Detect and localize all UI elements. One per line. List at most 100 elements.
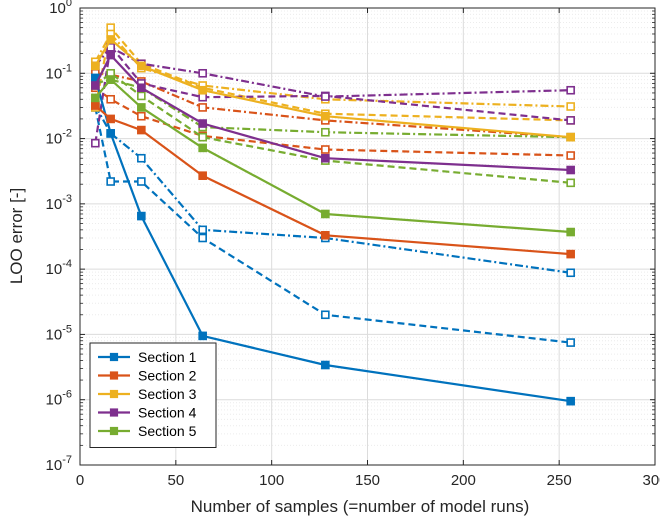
x-tick-label: 50	[167, 472, 184, 489]
legend-marker	[109, 408, 119, 417]
series-dashed-0-marker	[321, 310, 330, 320]
series-section-5-marker	[106, 75, 115, 84]
legend-label: Section 1	[138, 349, 197, 365]
y-tick-labels: 100 10-1 10-2 10-3 10-4 10-5 10-6 10-7	[46, 0, 72, 474]
series-section-2-marker	[137, 125, 146, 135]
series-dashed-0-line	[94, 107, 571, 344]
series-dashdot-1-marker	[566, 268, 575, 278]
series-section-3-marker	[106, 35, 115, 44]
series-dashdot-7-marker	[198, 68, 207, 78]
series-section-3-marker	[91, 61, 100, 71]
series-dashed-2-marker	[137, 111, 146, 121]
series-section-4-marker	[91, 81, 100, 90]
series-dashdot-7-marker	[566, 85, 575, 95]
series-section-2-marker	[321, 230, 330, 240]
series-section-2-marker	[91, 101, 100, 110]
legend-item: Section 3	[98, 386, 197, 402]
x-tick-labels: 0 50 100 150 200 250 300	[76, 472, 660, 489]
series-section-4-line	[94, 53, 571, 172]
series-dashed-2-marker	[106, 94, 115, 104]
x-tick-label: 100	[259, 472, 284, 489]
y-tick-label: 10-2	[46, 128, 72, 148]
series-dashdot-1-marker	[198, 225, 207, 235]
series-section-1-marker	[106, 129, 115, 138]
series-dashed-0-marker	[198, 233, 207, 243]
series-section-5-marker	[566, 227, 575, 237]
series-section-1-marker	[321, 360, 330, 370]
series-dashed-0-marker	[566, 338, 575, 347]
series-dashdot-1-line	[94, 105, 571, 274]
ticks-layer	[79, 7, 656, 466]
y-tick-label: 10-3	[46, 193, 72, 213]
series-section-4-marker	[106, 50, 115, 60]
series-section-3-line	[94, 38, 571, 139]
series-dashed-0	[91, 103, 575, 347]
series-section-2-marker	[106, 114, 115, 124]
y-tick-label: 100	[49, 0, 72, 17]
y-axis-title: LOO error [-]	[7, 188, 26, 284]
series-section-1-marker	[566, 396, 575, 406]
series-dashdot-1-marker	[137, 153, 146, 163]
y-tick-label: 10-6	[46, 389, 72, 409]
series-dashed-6-marker	[566, 116, 575, 125]
series-section-4-marker	[137, 83, 146, 93]
series-section-3	[91, 35, 575, 142]
series-section-2-marker	[198, 171, 207, 180]
series-section-2	[91, 101, 575, 259]
series-section-3-marker	[198, 85, 207, 95]
legend-label: Section 5	[138, 423, 197, 439]
series-dashdot-5-line	[94, 32, 571, 108]
series-section-1-line	[94, 77, 571, 403]
series-dashed-8-marker	[566, 178, 575, 188]
x-tick-label: 200	[451, 472, 476, 489]
series-dashed-0-marker	[106, 177, 115, 186]
series-dashdot-9-marker	[321, 127, 330, 137]
series-section-1-marker	[137, 211, 146, 221]
y-tick-label: 10-5	[46, 323, 72, 343]
series-section-3-marker	[566, 132, 575, 142]
series-section-1-marker	[198, 331, 207, 341]
series-dashdot-3-marker	[198, 103, 207, 112]
legend-item: Section 1	[98, 349, 197, 365]
series-dashdot-5-marker	[566, 102, 575, 111]
y-tick-label: 10-1	[46, 62, 72, 82]
legend-marker	[109, 352, 119, 362]
series-dashed-8-marker	[198, 132, 207, 142]
legend-marker	[109, 426, 119, 436]
legend-label: Section 2	[138, 368, 197, 384]
legend-item: Section 4	[98, 405, 197, 421]
y-tick-label: 10-7	[46, 454, 72, 474]
x-axis-title: Number of samples (=number of model runs…	[191, 497, 530, 516]
series-section-3-marker	[137, 61, 146, 71]
series-dashed-6-marker	[198, 92, 207, 102]
series-section-3-marker	[321, 111, 330, 121]
legend-marker	[109, 371, 119, 380]
legend-item: Section 5	[98, 423, 197, 439]
series-section-4-marker	[198, 119, 207, 128]
x-tick-label: 0	[76, 472, 84, 489]
series-section-4-marker	[566, 165, 575, 175]
series-section-4-marker	[321, 153, 330, 163]
series-section-5-marker	[198, 143, 207, 153]
x-tick-label: 150	[355, 472, 380, 489]
x-tick-label: 300	[642, 472, 660, 489]
series-section-5-marker	[321, 209, 330, 219]
series-section-5	[91, 75, 575, 237]
legend: Section 1 Section 2 Section 3 Section 4 Sect…	[89, 342, 217, 448]
series-dashed-2-marker	[566, 151, 575, 160]
series-dashed-8-marker	[137, 91, 146, 101]
legend-marker	[109, 389, 119, 399]
legend-item: Section 2	[98, 368, 197, 384]
series-dashed-2-marker	[321, 145, 330, 154]
series-dashed-6-marker	[91, 138, 100, 148]
series-section-4	[91, 50, 575, 175]
legend-label: Section 4	[138, 405, 197, 421]
series-dashdot-9-line	[95, 78, 571, 139]
x-tick-label: 250	[547, 472, 572, 489]
series-dashed-0-marker	[137, 177, 146, 186]
legend-label: Section 3	[138, 386, 197, 402]
series-section-1	[91, 73, 575, 406]
series-section-2-marker	[566, 249, 575, 259]
y-tick-label: 10-4	[46, 258, 72, 278]
